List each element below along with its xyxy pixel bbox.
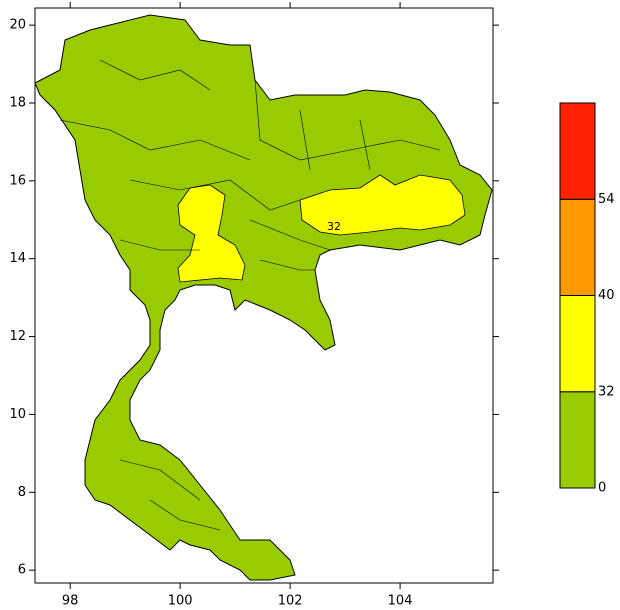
yellow-zone-northeast <box>299 174 466 236</box>
x-tick-label: 104 <box>388 594 413 609</box>
map-frame <box>34 7 494 584</box>
legend-swatch <box>559 295 596 393</box>
legend-label: 0 <box>598 481 606 496</box>
contour-label: 32 <box>327 220 341 233</box>
x-tick-label: 100 <box>168 594 193 609</box>
y-tick-label: 14 <box>9 251 26 266</box>
legend-swatch <box>559 198 596 296</box>
legend-label: 40 <box>598 288 615 303</box>
legend-swatch <box>559 391 596 489</box>
y-tick-label: 18 <box>9 95 26 110</box>
land <box>34 14 493 581</box>
legend-label: 54 <box>598 192 615 207</box>
province-borders <box>59 59 441 531</box>
y-tick-label: 16 <box>9 173 26 188</box>
y-tick-label: 6 <box>18 563 26 578</box>
y-tick-label: 12 <box>9 329 26 344</box>
legend-swatch <box>559 102 596 200</box>
x-tick-label: 98 <box>62 594 79 609</box>
y-tick-label: 8 <box>18 485 26 500</box>
yellow-zone-central <box>177 184 246 283</box>
x-tick-label: 102 <box>278 594 303 609</box>
y-tick-label: 10 <box>9 407 26 422</box>
y-tick-label: 20 <box>9 18 26 33</box>
legend-label: 32 <box>598 384 615 399</box>
